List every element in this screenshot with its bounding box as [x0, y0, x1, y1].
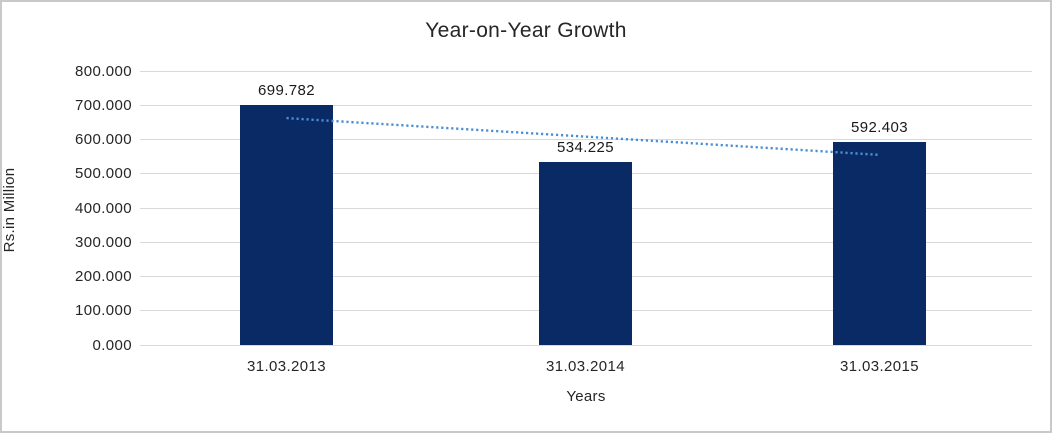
bar-31.03.2013 [240, 105, 333, 345]
y-tick-label: 100.000 [74, 302, 132, 320]
bar-value-label: 534.225 [556, 139, 615, 157]
gridline [140, 344, 1032, 346]
bar-value-label: 592.403 [850, 119, 909, 137]
y-tick-label: 700.000 [74, 96, 132, 114]
gridline [140, 104, 1032, 106]
x-tick-label: 31.03.2013 [246, 358, 327, 375]
y-tick-label: 400.000 [74, 199, 132, 217]
x-tick-label: 31.03.2014 [545, 358, 626, 375]
gridline [140, 70, 1032, 72]
y-tick-label: 600.000 [74, 131, 132, 148]
chart-title: Year-on-Year Growth [425, 19, 627, 42]
bar-31.03.2014 [539, 162, 632, 345]
y-tick-label: 200.000 [74, 268, 132, 285]
y-tick-label: 800.000 [74, 62, 132, 80]
bar-31.03.2015 [833, 142, 926, 345]
bar-value-label: 699.782 [257, 82, 316, 100]
x-tick-label: 31.03.2015 [839, 358, 920, 375]
x-axis-title: Years [566, 388, 606, 405]
y-tick-label: 500.000 [74, 165, 132, 183]
y-tick-label: 0.000 [92, 336, 132, 354]
y-tick-label: 300.000 [74, 233, 132, 251]
